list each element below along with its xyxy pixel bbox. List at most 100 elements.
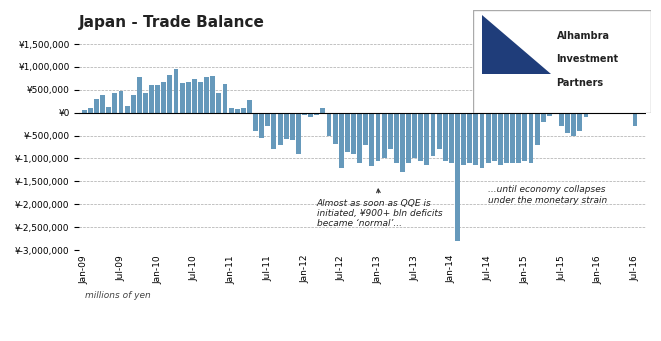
Bar — [559, 113, 564, 127]
Bar — [590, 108, 595, 113]
Bar — [553, 104, 558, 113]
Polygon shape — [481, 15, 551, 74]
Bar — [614, 90, 619, 113]
Text: Investment: Investment — [557, 54, 619, 64]
Bar — [216, 93, 221, 113]
Bar — [364, 113, 368, 145]
Bar — [149, 85, 154, 113]
Bar — [339, 113, 344, 168]
Bar — [155, 85, 160, 113]
Bar — [106, 107, 111, 113]
Bar — [467, 113, 472, 163]
Bar — [278, 113, 282, 145]
Bar — [308, 113, 313, 117]
Bar — [204, 76, 209, 113]
Bar — [510, 113, 515, 163]
Bar — [437, 113, 442, 149]
Bar — [388, 113, 393, 149]
Bar — [571, 113, 576, 136]
Bar — [229, 108, 233, 113]
Bar — [633, 113, 637, 127]
Bar — [627, 110, 631, 113]
Bar — [455, 113, 460, 241]
Bar — [486, 113, 490, 163]
Text: Alhambra: Alhambra — [557, 31, 609, 41]
Bar — [235, 108, 240, 113]
Bar — [296, 113, 301, 154]
Bar — [125, 106, 130, 113]
Bar — [424, 113, 430, 165]
Bar — [186, 82, 191, 113]
Bar — [602, 76, 607, 113]
Bar — [247, 100, 252, 113]
Bar — [345, 113, 350, 152]
Bar — [180, 84, 184, 113]
Bar — [284, 113, 289, 139]
Bar — [192, 79, 197, 113]
Bar — [584, 113, 588, 117]
Bar — [529, 113, 533, 163]
Bar — [449, 113, 454, 163]
Bar — [596, 104, 601, 113]
Bar — [522, 113, 527, 161]
Bar — [241, 108, 246, 113]
Bar — [137, 77, 141, 113]
Bar — [504, 113, 509, 163]
Bar — [473, 113, 479, 165]
Bar — [406, 113, 411, 163]
Text: ...until economy collapses
under the monetary strain: ...until economy collapses under the mon… — [488, 186, 607, 205]
Bar — [290, 113, 295, 140]
Bar — [412, 113, 417, 159]
Bar — [461, 113, 466, 165]
Bar — [357, 113, 362, 163]
Bar — [118, 91, 124, 113]
Text: Japan - Trade Balance: Japan - Trade Balance — [79, 15, 265, 30]
Bar — [100, 95, 105, 113]
Bar — [259, 113, 264, 138]
Bar — [381, 113, 387, 159]
Bar — [143, 93, 148, 113]
Bar — [375, 113, 381, 161]
Bar — [479, 113, 485, 168]
Bar — [223, 84, 227, 113]
Bar — [302, 113, 307, 115]
Text: Imports contract
consistently
throughout 2015: Imports contract consistently throughout… — [522, 57, 607, 106]
Bar — [321, 108, 325, 113]
Bar — [498, 113, 503, 165]
Bar — [161, 82, 167, 113]
Bar — [516, 113, 521, 163]
Bar — [492, 113, 496, 161]
Bar — [369, 113, 374, 166]
Bar — [94, 100, 99, 113]
Bar — [167, 75, 173, 113]
Bar — [430, 113, 436, 156]
Bar — [547, 113, 552, 116]
Bar — [327, 113, 331, 136]
Bar — [253, 113, 258, 131]
Bar — [620, 108, 625, 113]
Bar — [112, 93, 117, 113]
Bar — [578, 113, 582, 131]
Bar — [418, 113, 423, 161]
Bar — [400, 113, 405, 172]
Bar — [198, 82, 203, 113]
Bar — [88, 108, 93, 113]
Text: millions of yen: millions of yen — [85, 292, 151, 300]
Bar — [332, 113, 338, 144]
Text: Partners: Partners — [557, 78, 603, 88]
Bar — [131, 95, 136, 113]
Bar — [608, 78, 613, 113]
Bar — [535, 113, 539, 145]
Bar — [394, 113, 399, 163]
Bar — [272, 113, 276, 149]
Bar — [315, 113, 319, 116]
Bar — [565, 113, 570, 133]
Bar — [174, 69, 178, 113]
Bar — [210, 76, 215, 113]
Bar — [639, 80, 644, 113]
Bar — [541, 113, 545, 122]
Bar — [351, 113, 356, 154]
Bar — [443, 113, 447, 161]
Bar — [82, 110, 87, 113]
Bar — [265, 113, 270, 127]
